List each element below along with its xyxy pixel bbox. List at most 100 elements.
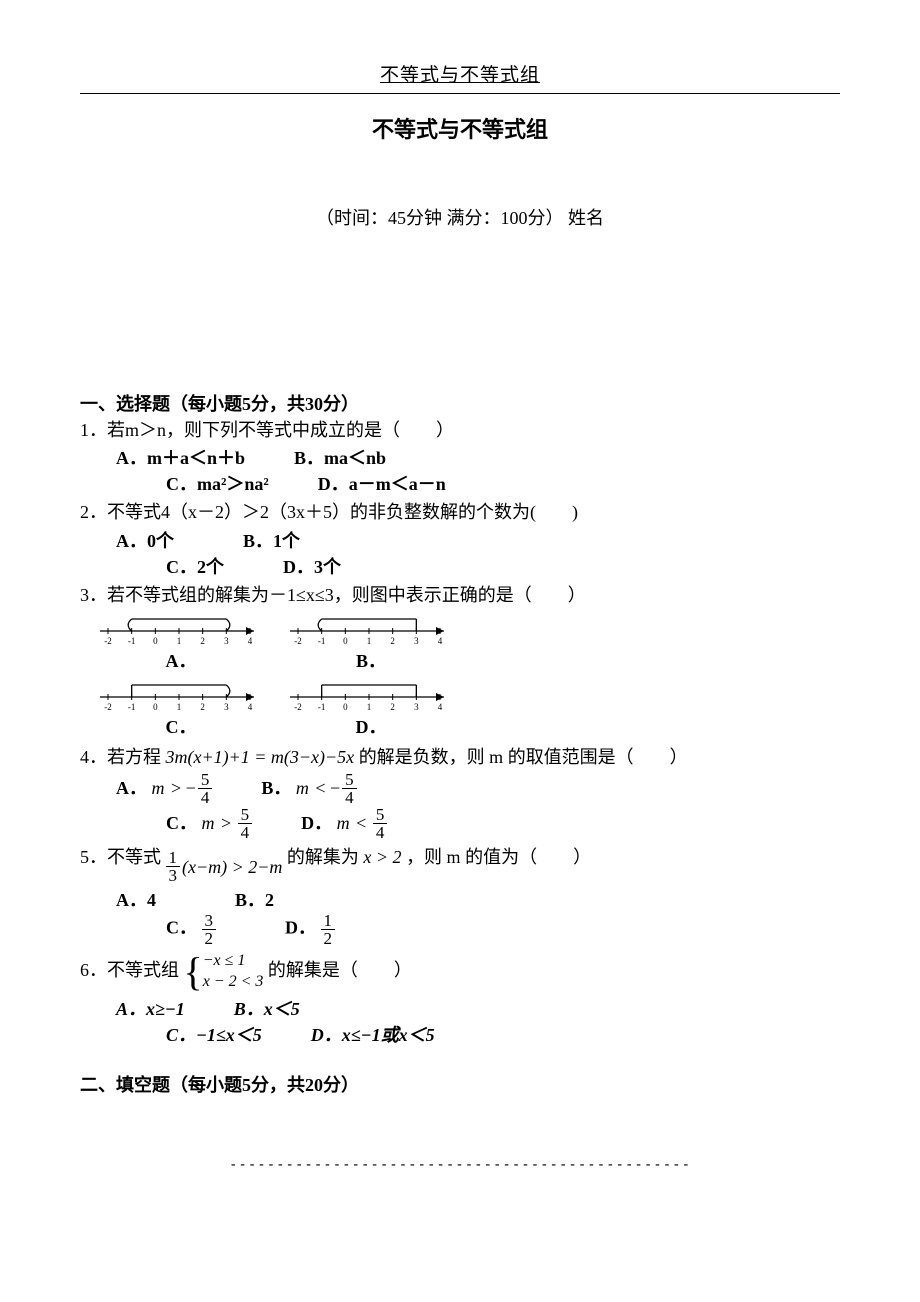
- q3-labelC: C．: [96, 713, 266, 739]
- footer-dashes: ----------------------------------------…: [80, 1157, 840, 1173]
- svg-text:-1: -1: [128, 702, 136, 712]
- q1-optD: D．a－m＜a－n: [318, 474, 446, 494]
- number-line-A: -2 -1 0 1 2 3 4: [96, 613, 266, 647]
- q4-optA-pre: A．: [116, 778, 147, 798]
- svg-text:-2: -2: [294, 636, 302, 646]
- svg-text:-2: -2: [294, 702, 302, 712]
- number-line-D: -2 -1 0 1 2 3 4: [286, 679, 456, 713]
- svg-text:4: 4: [248, 702, 253, 712]
- q5-rest: (x−m) > 2−m: [182, 855, 282, 879]
- q6-opts-row2: C．−1≤x＜5 D．x≤−1或x＜5: [166, 1021, 840, 1047]
- q4-optC-pre: C．: [166, 813, 197, 833]
- svg-text:3: 3: [414, 636, 419, 646]
- running-head: 不等式与不等式组: [80, 60, 840, 87]
- svg-text:2: 2: [390, 702, 395, 712]
- number-line-B: -2 -1 0 1 2 3 4: [286, 613, 456, 647]
- q1-opts-row2: C．ma²＞na² D．a－m＜a－n: [166, 470, 840, 496]
- svg-text:-2: -2: [104, 702, 112, 712]
- q2-optC: C．2个: [166, 557, 224, 577]
- number-line-C: -2 -1 0 1 2 3 4: [96, 679, 266, 713]
- header-rule: [80, 93, 840, 94]
- q3-labelB: B．: [286, 647, 456, 673]
- q4-opts-row2: C． m > 54 D． m < 54: [166, 806, 840, 841]
- q5-pre: 5．不等式: [80, 847, 166, 867]
- q5-optB: B．2: [235, 890, 274, 910]
- q5-d-den: 2: [321, 930, 336, 947]
- svg-text:0: 0: [153, 702, 158, 712]
- svg-text:1: 1: [367, 636, 372, 646]
- svg-text:1: 1: [177, 636, 182, 646]
- svg-text:-1: -1: [318, 636, 326, 646]
- q5-opts-row1: A．4 B．2: [116, 886, 840, 912]
- section-1-title: 一、选择题（每小题5分，共30分）: [80, 390, 840, 416]
- svg-text:-1: -1: [128, 636, 136, 646]
- q1-optA: A．m＋a＜n＋b: [116, 448, 245, 468]
- q1-stem: 1．若m＞n，则下列不等式中成立的是（ ）: [80, 418, 840, 442]
- q6-optA: A．x≥−1: [116, 999, 185, 1019]
- svg-text:2: 2: [200, 702, 205, 712]
- q5-optA: A．4: [116, 890, 156, 910]
- svg-text:4: 4: [438, 636, 443, 646]
- q1-optC: C．ma²＞na²: [166, 474, 269, 494]
- svg-text:2: 2: [390, 636, 395, 646]
- q5-d-num: 1: [321, 912, 336, 930]
- q1-opts-row1: A．m＋a＜n＋b B．ma＜nb: [116, 444, 840, 470]
- section-2-title: 二、填空题（每小题5分，共20分）: [80, 1071, 840, 1097]
- q2-optD: D．3个: [283, 557, 341, 577]
- q5-opts-row2: C． 32 D． 12: [166, 912, 840, 947]
- q3-labelA: A．: [96, 647, 266, 673]
- svg-text:1: 1: [177, 702, 182, 712]
- q4-opts-row1: A． m > −54 B． m < −54: [116, 771, 840, 806]
- q5-num: 1: [166, 849, 181, 867]
- q2-stem: 2．不等式4（x－2）＞2（3x＋5）的非负整数解的个数为( ): [80, 500, 840, 524]
- svg-text:1: 1: [367, 702, 372, 712]
- meta-line: （时间：45分钟 满分：100分） 姓名: [80, 204, 840, 230]
- q5-optC-pre: C．: [166, 918, 197, 938]
- q4-pre: 4．若方程: [80, 747, 166, 767]
- q4-post: 的解是负数，则 m 的取值范围是（ ）: [359, 747, 688, 767]
- q4-optD-pre: D．: [301, 813, 332, 833]
- q5-post: ，则 m 的值为（ ）: [406, 847, 591, 867]
- page-title: 不等式与不等式组: [80, 112, 840, 144]
- q6-opts-row1: A．x≥−1 B．x＜5: [116, 995, 840, 1021]
- svg-text:4: 4: [248, 636, 253, 646]
- q6-optD: D．x≤−1或x＜5: [311, 1025, 435, 1045]
- q2-opts-row1: A．0个 B．1个: [116, 527, 840, 553]
- q4-stem: 4．若方程 3m(x+1)+1 = m(3−x)−5x 的解是负数，则 m 的取…: [80, 745, 840, 769]
- q5-mid: 的解集为: [287, 847, 364, 867]
- q5-optD-pre: D．: [285, 918, 316, 938]
- q3-row1: -2 -1 0 1 2 3 4 -2 -1 0 1 2 3 4: [96, 613, 840, 647]
- q2-optB: B．1个: [243, 531, 300, 551]
- q3-stem: 3．若不等式组的解集为－1≤x≤3，则图中表示正确的是（ ）: [80, 583, 840, 607]
- svg-text:3: 3: [224, 636, 229, 646]
- svg-text:3: 3: [414, 702, 419, 712]
- q6-optB: B．x＜5: [234, 999, 300, 1019]
- q6-stem: 6．不等式组 { −x ≤ 1 x − 2 < 3 的解集是（ ）: [80, 951, 840, 993]
- q6-line1: −x ≤ 1: [203, 952, 246, 969]
- q4-equation: 3m(x+1)+1 = m(3−x)−5x: [166, 747, 355, 767]
- q3-labelD: D．: [286, 713, 456, 739]
- q6-pre: 6．不等式组: [80, 960, 184, 980]
- svg-text:0: 0: [153, 636, 158, 646]
- left-brace-icon: {: [184, 952, 203, 992]
- svg-text:0: 0: [343, 636, 348, 646]
- q1-optB: B．ma＜nb: [294, 448, 386, 468]
- q5-c-num: 3: [202, 912, 217, 930]
- q6-optC: C．−1≤x＜5: [166, 1025, 262, 1045]
- q4-optB-pre: B．: [261, 778, 291, 798]
- q5-cond: x > 2: [363, 847, 401, 867]
- q2-optA: A．0个: [116, 531, 174, 551]
- q5-stem: 5．不等式 13 (x−m) > 2−m 的解集为 x > 2 ，则 m 的值为…: [80, 845, 840, 884]
- q6-line2: x − 2 < 3: [203, 973, 264, 990]
- svg-text:4: 4: [438, 702, 443, 712]
- q3-row2: -2 -1 0 1 2 3 4 -2 -1 0 1 2 3 4: [96, 679, 840, 713]
- q5-c-den: 2: [202, 930, 217, 947]
- svg-text:-2: -2: [104, 636, 112, 646]
- svg-text:0: 0: [343, 702, 348, 712]
- q6-post: 的解集是（ ）: [268, 960, 412, 980]
- svg-text:-1: -1: [318, 702, 326, 712]
- brace-system: { −x ≤ 1 x − 2 < 3: [184, 951, 264, 993]
- svg-text:2: 2: [200, 636, 205, 646]
- svg-text:3: 3: [224, 702, 229, 712]
- q5-den: 3: [166, 867, 181, 884]
